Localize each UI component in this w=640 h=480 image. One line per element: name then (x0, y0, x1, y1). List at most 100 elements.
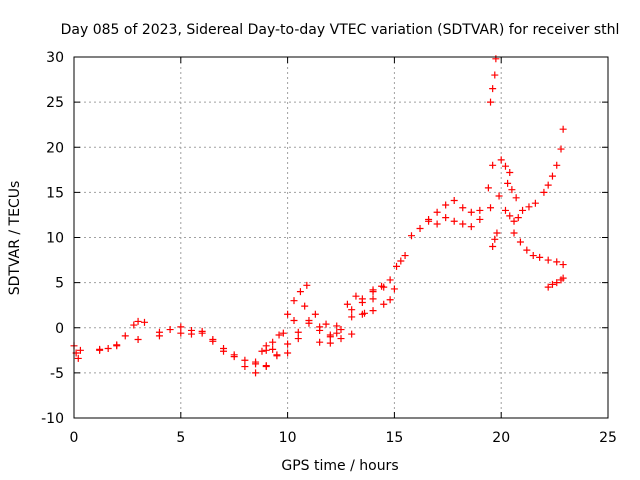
data-point (209, 337, 217, 345)
data-point (442, 201, 450, 209)
data-point (386, 276, 394, 284)
data-point (290, 317, 298, 325)
data-point (504, 179, 512, 187)
data-point (279, 329, 287, 337)
data-point (198, 329, 206, 337)
data-point (380, 300, 388, 308)
data-point (316, 338, 324, 346)
series-track-t (501, 199, 539, 225)
data-point (548, 172, 556, 180)
series-track-q (489, 229, 501, 251)
data-point (177, 329, 185, 337)
data-point (544, 256, 552, 264)
data-point (305, 319, 313, 327)
series-track-w (544, 274, 567, 291)
data-point (525, 203, 533, 211)
data-point (450, 217, 458, 225)
data-point (269, 345, 277, 353)
data-point (284, 340, 292, 348)
data-point (96, 345, 104, 353)
data-point (531, 199, 539, 207)
data-point (333, 329, 341, 337)
data-point (134, 317, 142, 325)
data-point (489, 161, 497, 169)
data-point (495, 192, 503, 200)
series-track-l (358, 296, 394, 318)
data-point (433, 220, 441, 228)
data-point (484, 184, 492, 192)
series-track-m (393, 257, 405, 270)
y-tick-label: 20 (46, 140, 64, 156)
data-point (358, 310, 366, 318)
grid-lines (74, 57, 608, 418)
data-point (487, 204, 495, 212)
data-point (76, 346, 84, 354)
data-point (348, 306, 356, 314)
data-point (433, 208, 441, 216)
data-point (290, 297, 298, 305)
data-point (301, 302, 309, 310)
y-tick-label: -5 (50, 366, 64, 382)
data-point (134, 335, 142, 343)
data-point (510, 229, 518, 237)
data-point (358, 295, 366, 303)
data-point (467, 208, 475, 216)
y-tick-label: 0 (55, 321, 64, 337)
data-point (74, 354, 82, 362)
y-tick-label: -10 (41, 411, 64, 427)
data-point (459, 204, 467, 212)
data-point (536, 253, 544, 261)
series-track-b (96, 317, 148, 354)
x-tick-label: 25 (599, 430, 617, 446)
data-point (296, 288, 304, 296)
data-point (284, 310, 292, 318)
data-point (529, 252, 537, 260)
data-point (557, 145, 565, 153)
data-point (559, 274, 567, 282)
data-point (262, 363, 270, 371)
data-point (516, 238, 524, 246)
series-track-g (269, 302, 341, 353)
data-point (316, 323, 324, 331)
data-point (269, 338, 277, 346)
data-point (252, 369, 260, 377)
data-point (333, 322, 341, 330)
chart-title: Day 085 of 2023, Sidereal Day-to-day VTE… (61, 22, 620, 38)
data-point (416, 224, 424, 232)
data-point (501, 206, 509, 214)
y-tick-label: 5 (55, 276, 64, 292)
data-point (121, 332, 129, 340)
series-track-o (425, 192, 503, 231)
y-tick-label: 15 (46, 185, 64, 201)
data-point (252, 358, 260, 366)
data-point (493, 229, 501, 237)
y-tick-label: 30 (46, 50, 64, 66)
data-point (390, 285, 398, 293)
data-point (506, 212, 514, 220)
series-track-a (70, 342, 84, 362)
data-point (519, 206, 527, 214)
series-track-n (401, 161, 497, 260)
data-point (386, 296, 394, 304)
series-track-s (504, 179, 520, 202)
data-point (166, 326, 174, 334)
data-point (241, 356, 249, 364)
x-tick-labels: 0 5 10 15 20 25 (70, 430, 617, 446)
data-point (553, 279, 561, 287)
data-point (467, 223, 475, 231)
data-point (553, 161, 561, 169)
data-point (155, 328, 163, 336)
data-point (487, 98, 495, 106)
data-point (369, 288, 377, 296)
data-point (397, 257, 405, 265)
data-point (401, 252, 409, 260)
data-point (491, 71, 499, 79)
x-tick-label: 0 (70, 430, 79, 446)
y-tick-labels: -10 -5 0 5 10 15 20 25 30 (41, 50, 64, 427)
data-point (104, 345, 112, 353)
data-point (352, 292, 360, 300)
data-point (548, 280, 556, 288)
data-point (459, 220, 467, 228)
axis-ticks (73, 56, 609, 419)
